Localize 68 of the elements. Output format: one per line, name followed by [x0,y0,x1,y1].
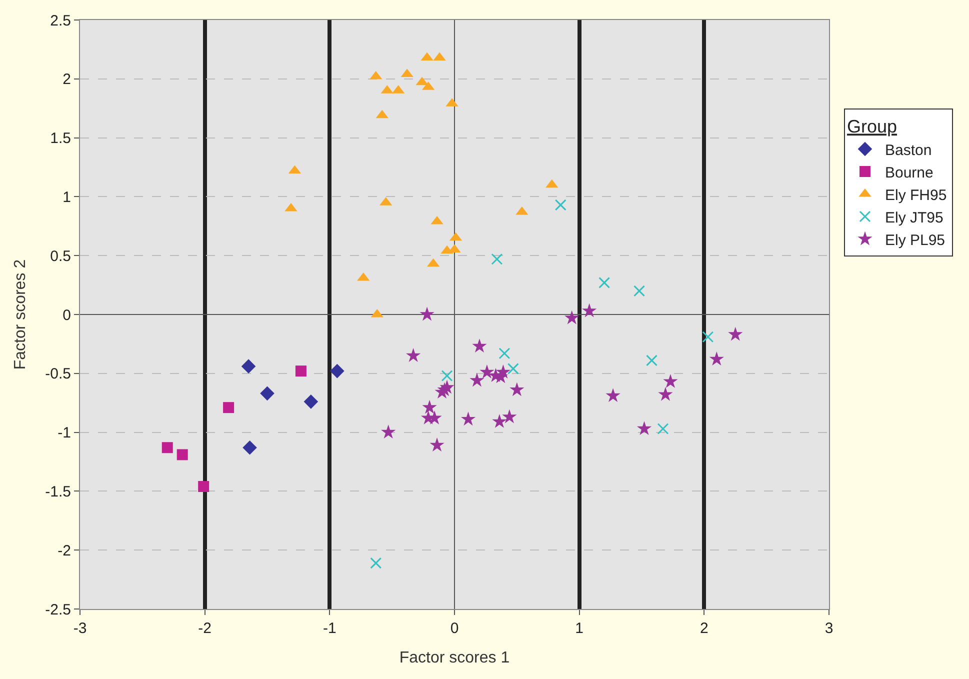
point [491,253,503,265]
point [223,402,234,414]
point [658,386,673,401]
y-tick-label: 0 [62,306,71,324]
point [663,374,678,388]
x-axis-title: Factor scores 1 [399,650,510,667]
y-tick-label: 1.5 [50,130,71,148]
x-tick-label: 1 [575,620,584,637]
point [634,285,645,297]
y-axis-title: Factor scores 2 [12,259,30,370]
point [460,412,476,426]
x-tick-label: 2 [700,620,708,637]
point [582,303,597,318]
x-tick-label: -2 [198,620,212,637]
point [554,199,566,211]
point [162,442,173,454]
point [260,386,274,401]
point [434,384,450,398]
point [406,348,421,362]
point [492,414,507,428]
x-tick-label: -1 [323,620,336,637]
point [702,331,714,343]
point [242,440,257,455]
point [430,438,444,452]
point [370,557,382,569]
point [304,394,318,409]
legend-label: Ely JT95 [884,209,944,226]
point [176,449,188,460]
point [241,359,256,374]
point [330,364,344,378]
point [502,409,517,424]
point [646,354,658,366]
point [636,421,652,435]
point [470,372,484,387]
point [420,306,434,321]
y-tick-label: -1 [58,424,71,442]
x-tick-label: 3 [824,620,834,637]
point [498,348,510,360]
legend-label: Ely FH95 [884,186,947,204]
point [709,352,724,366]
y-tick-label: 2.5 [50,12,71,30]
legend-label: Baston [884,142,932,159]
legend-title: Group [846,116,898,137]
y-tick-label: -2.5 [45,601,71,618]
point [441,370,453,382]
point [472,338,487,353]
y-tick-label: 2 [62,71,71,88]
x-tick-label: -3 [73,620,87,637]
point [381,424,396,439]
y-tick-label: -2 [58,542,71,560]
point [510,382,524,396]
point [564,310,580,324]
legend-label: Bourne [884,164,934,182]
point [480,364,494,378]
point [422,400,437,414]
point [198,480,210,492]
y-tick-label: -1.5 [45,483,71,500]
point [728,326,743,341]
y-tick-label: -0.5 [45,366,71,383]
point [598,276,610,288]
legend-label: Ely PL95 [884,232,946,249]
x-tick-label: 0 [450,620,459,637]
point [657,423,669,435]
point [295,366,306,377]
y-tick-label: 0.5 [50,248,71,265]
y-tick-label: 1 [62,188,71,206]
point [606,388,620,402]
point [507,362,519,374]
